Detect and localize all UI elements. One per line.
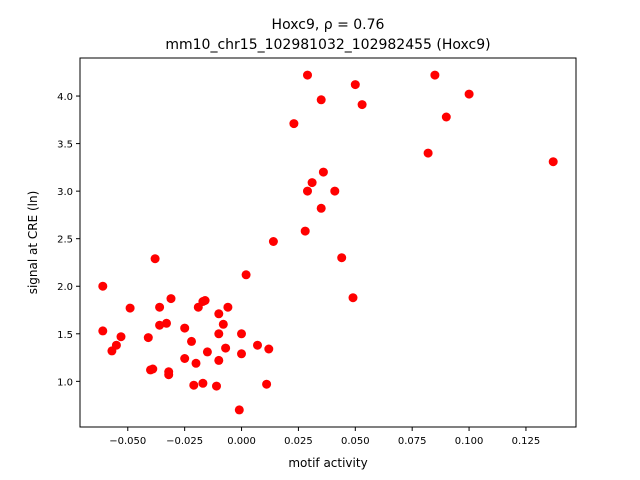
data-point-46 [316,203,326,213]
data-point-9 [150,254,160,264]
data-point-32 [223,302,233,312]
data-point-54 [423,148,433,158]
x-tick-label: 0.050 [341,436,370,447]
data-point-36 [241,270,251,280]
data-point-4 [116,332,126,342]
y-tick-label: 3.0 [57,187,73,198]
data-point-33 [234,405,244,415]
data-point-51 [348,293,358,303]
data-point-20 [191,358,201,368]
y-tick-label: 4.0 [57,92,73,103]
data-point-24 [198,378,208,388]
data-point-38 [262,379,272,389]
plot-frame [79,57,577,428]
data-point-37 [253,340,262,350]
x-axis-ticks: −0.050 −0.025 0.000 0.025 0.050 0.075 0.100 0.1… [109,427,540,447]
data-point-55 [430,70,440,80]
data-point-39 [264,344,274,354]
data-point-10 [155,302,165,312]
y-tick-label: 1.5 [57,330,73,341]
data-point-1 [98,326,108,336]
data-point-17 [180,354,190,363]
data-point-28 [214,329,224,339]
x-tick-label: −0.050 [109,436,146,447]
y-tick-label: 2.5 [57,235,73,246]
data-point-8 [148,364,158,374]
data-point-48 [318,167,328,177]
data-point-56 [441,112,451,122]
data-point-47 [316,95,326,105]
x-tick-label: 0.100 [455,436,484,447]
data-point-30 [218,319,228,329]
x-tick-label: 0.000 [227,436,256,447]
data-point-44 [303,186,312,196]
data-point-6 [143,333,153,343]
data-point-34 [237,329,246,339]
data-point-42 [300,226,310,236]
chart-title-line1: Hoxc9, ρ = 0.76 [272,17,385,33]
data-point-14 [164,370,174,380]
data-point-25 [202,347,212,357]
data-point-41 [289,119,299,129]
chart-title-line2: mm10_chr15_102981032_102982455 (Hoxc9) [165,37,490,53]
data-point-29 [214,355,224,365]
x-tick-label: 0.075 [398,436,427,447]
data-point-5 [125,303,135,313]
data-point-27 [214,309,224,319]
y-tick-label: 1.0 [57,377,73,388]
data-point-11 [155,320,165,330]
data-point-26 [212,381,221,391]
data-point-58 [548,157,558,167]
x-tick-label: 0.025 [284,436,313,447]
data-point-40 [268,237,278,246]
data-point-12 [162,318,171,328]
y-axis-label: signal at CRE (ln) [26,191,40,295]
data-point-53 [357,100,367,110]
data-point-35 [237,349,246,359]
data-point-45 [307,178,317,188]
data-points [98,70,558,415]
data-point-16 [180,323,190,333]
data-point-19 [189,380,199,390]
x-tick-label: 0.125 [512,436,541,447]
x-tick-label: −0.025 [166,436,203,447]
data-point-57 [464,89,474,99]
data-point-49 [330,186,340,196]
data-point-15 [166,294,176,304]
data-point-3 [111,340,121,350]
y-tick-label: 2.0 [57,282,73,293]
data-point-50 [337,253,347,263]
data-point-43 [303,70,312,80]
data-point-23 [200,296,210,305]
data-point-31 [221,343,231,353]
data-point-52 [350,80,360,90]
y-axis-ticks: 1.0 1.5 2.0 2.5 3.0 3.5 4.0 [57,92,80,388]
data-point-18 [187,336,196,346]
x-axis-label: motif activity [288,456,367,470]
y-tick-label: 3.5 [57,140,73,151]
data-point-0 [98,281,108,291]
